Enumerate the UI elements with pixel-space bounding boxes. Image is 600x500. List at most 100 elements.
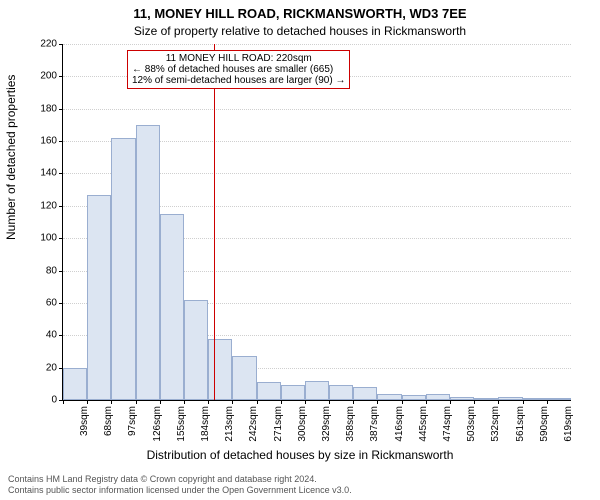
y-tick-mark xyxy=(59,238,63,239)
x-tick-label: 358sqm xyxy=(345,406,356,442)
x-tick-label: 68sqm xyxy=(103,406,114,436)
y-tick-mark xyxy=(59,44,63,45)
y-tick-label: 60 xyxy=(27,297,57,308)
x-axis-label: Distribution of detached houses by size … xyxy=(0,448,600,462)
x-tick-label: 213sqm xyxy=(224,406,235,442)
y-tick-mark xyxy=(59,109,63,110)
histogram-bar xyxy=(257,382,281,400)
x-tick-label: 532sqm xyxy=(490,406,501,442)
x-tick-mark xyxy=(353,400,354,404)
chart-title: 11, MONEY HILL ROAD, RICKMANSWORTH, WD3 … xyxy=(0,6,600,21)
x-tick-label: 445sqm xyxy=(418,406,429,442)
histogram-bar xyxy=(329,385,353,400)
y-tick-label: 220 xyxy=(27,39,57,50)
x-tick-label: 503sqm xyxy=(466,406,477,442)
y-tick-mark xyxy=(59,76,63,77)
x-tick-mark xyxy=(136,400,137,404)
y-tick-label: 0 xyxy=(27,395,57,406)
x-tick-mark xyxy=(87,400,88,404)
x-tick-mark xyxy=(184,400,185,404)
histogram-bar xyxy=(111,138,135,400)
reference-line xyxy=(214,44,215,400)
y-tick-label: 120 xyxy=(27,200,57,211)
y-tick-mark xyxy=(59,335,63,336)
y-tick-mark xyxy=(59,271,63,272)
x-tick-label: 97sqm xyxy=(127,406,138,436)
footer-attribution: Contains HM Land Registry data © Crown c… xyxy=(8,474,352,497)
x-tick-label: 329sqm xyxy=(321,406,332,442)
histogram-bar xyxy=(426,394,450,400)
gridline xyxy=(63,109,571,110)
x-tick-mark xyxy=(160,400,161,404)
footer-line-2: Contains public sector information licen… xyxy=(8,485,352,496)
annotation-line-3: 12% of semi-detached houses are larger (… xyxy=(132,75,345,86)
plot-area: 02040608010012014016018020022039sqm68sqm… xyxy=(62,44,571,401)
x-tick-label: 184sqm xyxy=(200,406,211,442)
y-tick-label: 80 xyxy=(27,265,57,276)
x-tick-label: 619sqm xyxy=(563,406,574,442)
x-tick-label: 416sqm xyxy=(394,406,405,442)
y-axis-label: Number of detached properties xyxy=(4,75,18,240)
histogram-bar xyxy=(498,397,522,400)
histogram-bar xyxy=(87,195,111,401)
histogram-bar xyxy=(160,214,184,400)
x-tick-mark xyxy=(281,400,282,404)
annotation-line-1: 11 MONEY HILL ROAD: 220sqm xyxy=(132,53,345,64)
x-tick-label: 300sqm xyxy=(297,406,308,442)
histogram-bar xyxy=(353,387,377,400)
y-tick-label: 200 xyxy=(27,71,57,82)
x-tick-label: 590sqm xyxy=(539,406,550,442)
histogram-bar xyxy=(547,398,571,400)
x-tick-mark xyxy=(329,400,330,404)
x-tick-mark xyxy=(305,400,306,404)
footer-line-1: Contains HM Land Registry data © Crown c… xyxy=(8,474,352,485)
x-tick-mark xyxy=(474,400,475,404)
y-tick-label: 180 xyxy=(27,103,57,114)
histogram-bar xyxy=(402,395,426,400)
histogram-bar xyxy=(184,300,208,400)
chart-container: { "title": "11, MONEY HILL ROAD, RICKMAN… xyxy=(0,0,600,500)
histogram-bar xyxy=(136,125,160,400)
x-tick-label: 387sqm xyxy=(369,406,380,442)
annotation-box: 11 MONEY HILL ROAD: 220sqm← 88% of detac… xyxy=(127,50,350,89)
histogram-bar xyxy=(208,339,232,400)
y-tick-label: 100 xyxy=(27,233,57,244)
x-tick-mark xyxy=(498,400,499,404)
x-tick-label: 39sqm xyxy=(79,406,90,436)
x-tick-mark xyxy=(63,400,64,404)
histogram-bar xyxy=(232,356,256,400)
x-tick-mark xyxy=(257,400,258,404)
y-tick-label: 40 xyxy=(27,330,57,341)
y-tick-mark xyxy=(59,141,63,142)
x-tick-label: 155sqm xyxy=(176,406,187,442)
histogram-bar xyxy=(450,397,474,400)
histogram-bar xyxy=(377,394,401,400)
x-tick-mark xyxy=(111,400,112,404)
y-tick-label: 160 xyxy=(27,136,57,147)
x-tick-mark xyxy=(402,400,403,404)
x-tick-mark xyxy=(523,400,524,404)
x-tick-mark xyxy=(208,400,209,404)
x-tick-label: 242sqm xyxy=(248,406,259,442)
x-tick-mark xyxy=(450,400,451,404)
histogram-bar xyxy=(63,368,87,400)
histogram-bar xyxy=(474,398,498,400)
histogram-bar xyxy=(281,385,305,400)
y-tick-label: 140 xyxy=(27,168,57,179)
x-tick-mark xyxy=(426,400,427,404)
x-tick-mark xyxy=(547,400,548,404)
y-tick-mark xyxy=(59,303,63,304)
annotation-line-2: ← 88% of detached houses are smaller (66… xyxy=(132,64,345,75)
chart-subtitle: Size of property relative to detached ho… xyxy=(0,24,600,38)
histogram-bar xyxy=(523,398,547,400)
y-tick-mark xyxy=(59,206,63,207)
gridline xyxy=(63,44,571,45)
y-tick-mark xyxy=(59,173,63,174)
x-tick-label: 126sqm xyxy=(152,406,163,442)
y-tick-label: 20 xyxy=(27,362,57,373)
x-tick-label: 474sqm xyxy=(442,406,453,442)
x-tick-label: 271sqm xyxy=(273,406,284,442)
x-tick-mark xyxy=(377,400,378,404)
x-tick-mark xyxy=(232,400,233,404)
histogram-bar xyxy=(305,381,329,400)
